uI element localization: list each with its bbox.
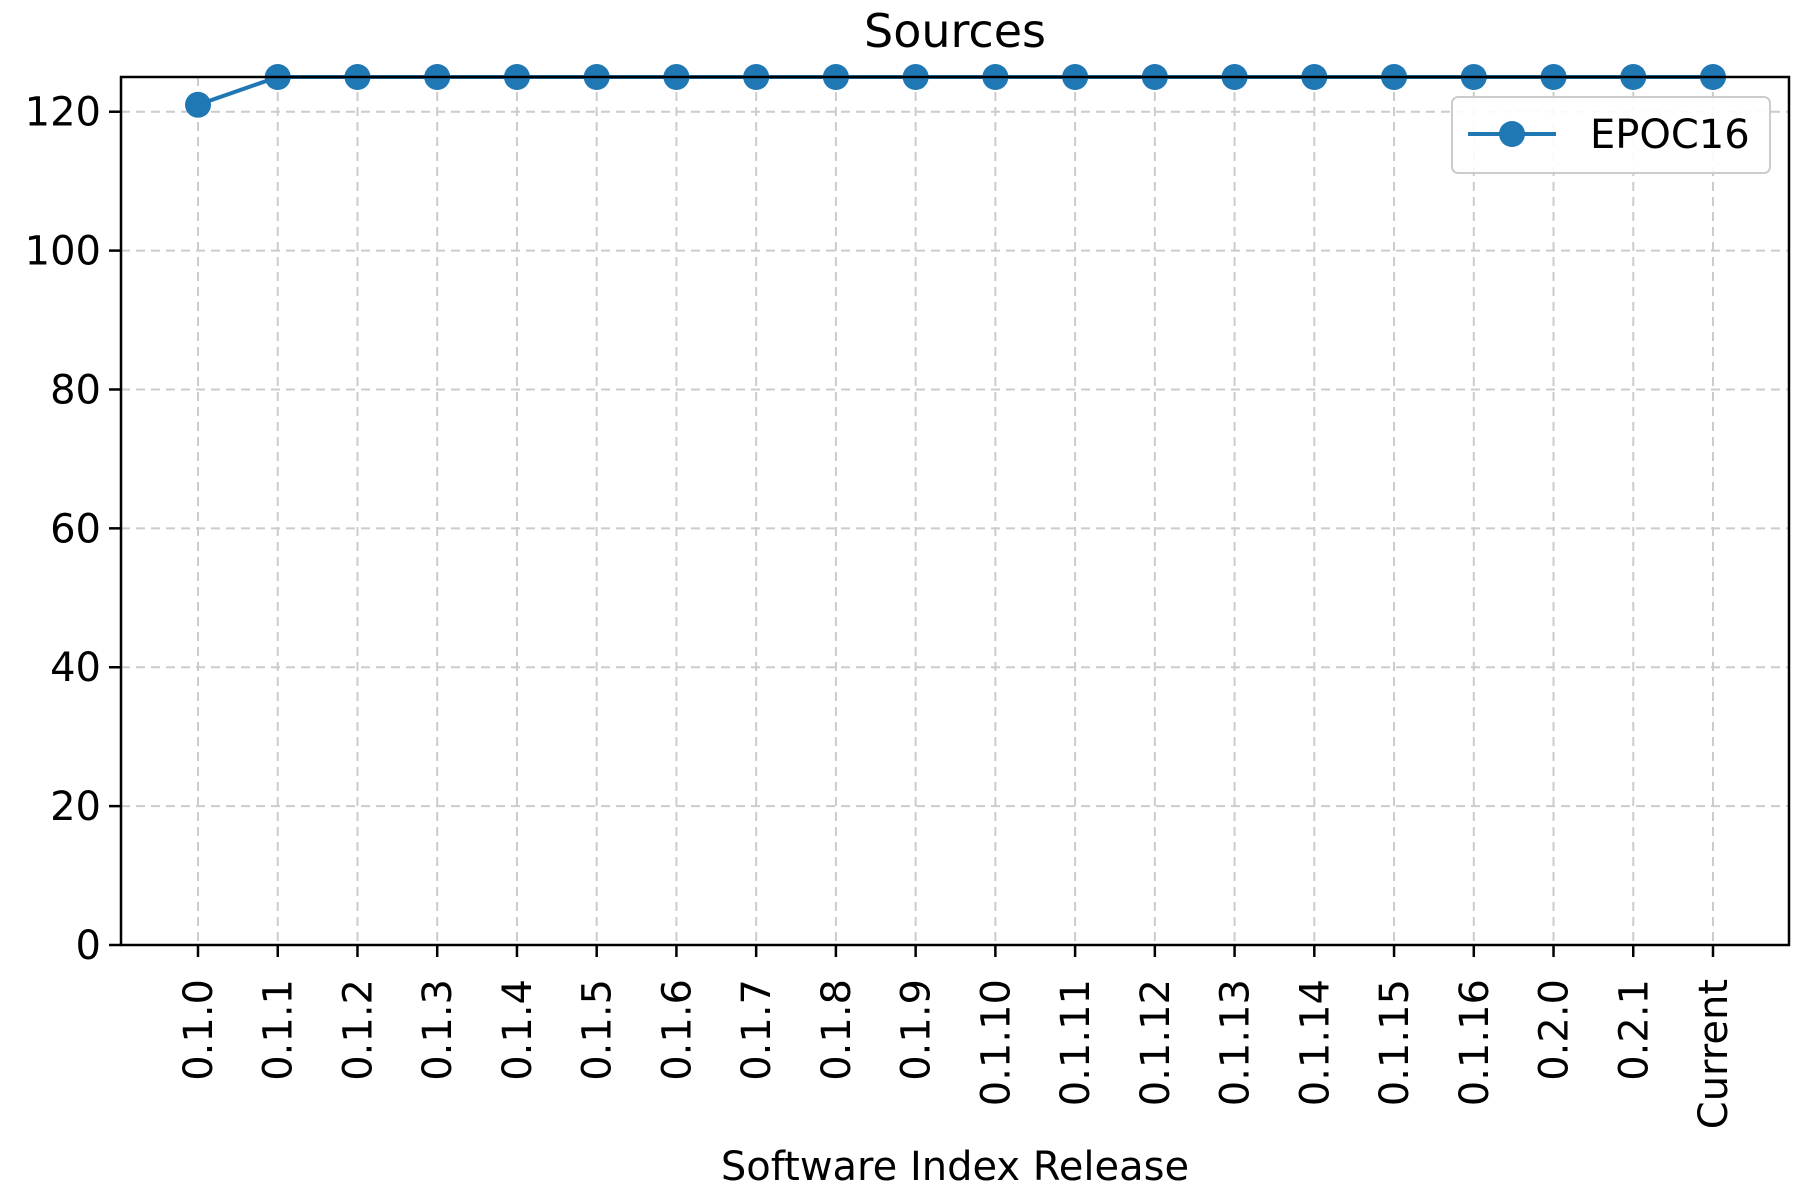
- legend-label: EPOC16: [1590, 112, 1750, 158]
- x-tick-label: 0.1.2: [335, 979, 381, 1081]
- x-tick-label: 0.1.12: [1133, 979, 1179, 1106]
- x-tick-label: 0.1.5: [575, 979, 621, 1081]
- x-tick-label: 0.1.3: [415, 979, 461, 1081]
- x-tick-label: 0.2.1: [1611, 979, 1657, 1081]
- x-tick-label: 0.1.10: [973, 979, 1019, 1106]
- x-axis: 0.1.0 0.1.1 0.1.2 0.1.3 0.1.4 0.1.5 0.1.6 0.1.7…: [176, 945, 1737, 1129]
- y-tick-label: 20: [50, 784, 101, 830]
- y-tick-label: 100: [25, 229, 101, 275]
- x-tick-label: 0.1.14: [1292, 979, 1338, 1106]
- x-tick-label: 0.2.0: [1532, 979, 1578, 1081]
- x-tick-label: 0.1.11: [1053, 979, 1099, 1106]
- legend: EPOC16: [1451, 96, 1771, 174]
- x-tick-label: 0.1.4: [495, 979, 541, 1081]
- legend-marker-swatch: [1499, 121, 1525, 147]
- x-tick-label: 0.1.0: [176, 979, 222, 1081]
- x-tick-label: 0.1.6: [654, 979, 700, 1081]
- x-tick-label: 0.1.1: [256, 979, 302, 1081]
- y-tick-label: 80: [50, 367, 101, 413]
- x-axis-title: Software Index Release: [721, 1144, 1189, 1190]
- chart-title: Sources: [864, 4, 1046, 58]
- data-point: [185, 91, 211, 118]
- x-tick-label: 0.1.16: [1452, 979, 1498, 1106]
- x-tick-label: 0.1.8: [814, 979, 860, 1081]
- grid: [121, 77, 1789, 946]
- y-tick-label: 0: [76, 923, 101, 969]
- legend-frame: [1451, 96, 1771, 174]
- x-tick-label: Current: [1691, 979, 1737, 1129]
- x-tick-label: 0.1.7: [734, 979, 780, 1081]
- plot-frame: [119, 75, 1791, 947]
- y-tick-label: 40: [50, 645, 101, 691]
- x-tick-label: 0.1.15: [1372, 979, 1418, 1106]
- x-tick-label: 0.1.9: [894, 979, 940, 1081]
- x-tick-label: 0.1.13: [1213, 979, 1259, 1106]
- y-tick-label: 120: [25, 90, 101, 136]
- y-tick-label: 60: [50, 506, 101, 552]
- y-axis: 0 20 40 60 80 100 120: [25, 90, 121, 969]
